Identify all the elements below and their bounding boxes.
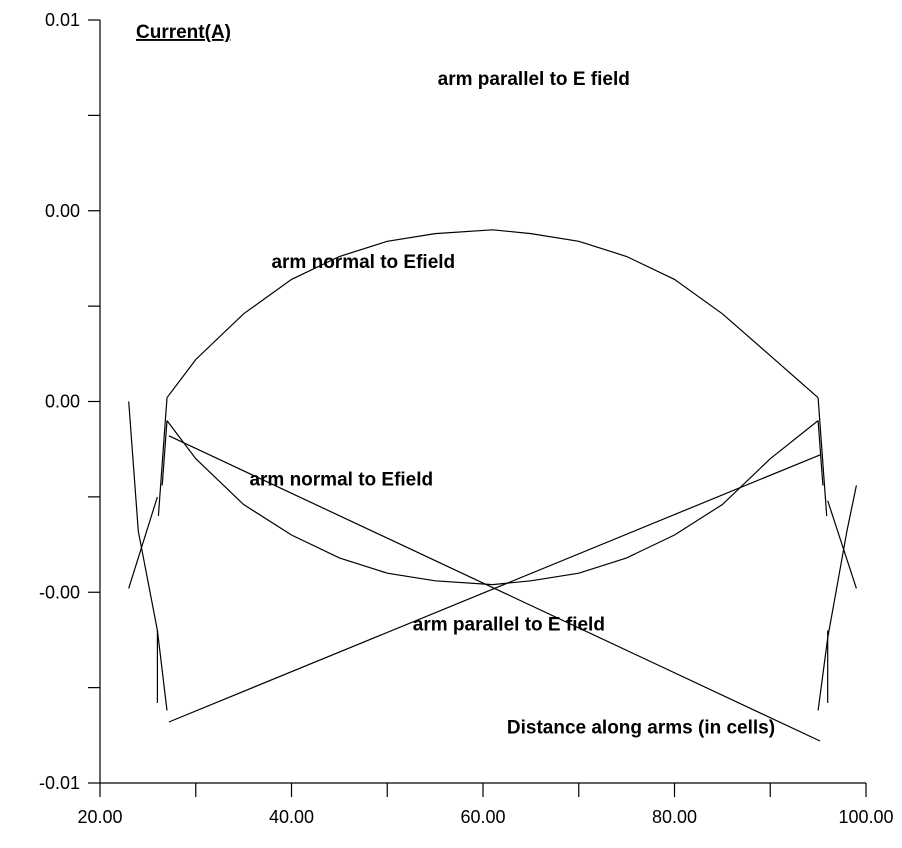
y-tick-label: 0.00 bbox=[45, 201, 80, 221]
series-line-14 bbox=[817, 485, 857, 711]
series-line-12 bbox=[817, 420, 824, 486]
x-tick-label: 80.00 bbox=[652, 807, 697, 827]
x-tick-label: 60.00 bbox=[460, 807, 505, 827]
annotations-layer: arm parallel to E field arm normal to Efi… bbox=[249, 69, 775, 739]
series-line-7 bbox=[161, 420, 168, 486]
axes-layer: -0.01 -0.00 0.00 0.00 0.01 20.00 40.00 60.00 80.… bbox=[39, 10, 894, 827]
x-tick-label: 40.00 bbox=[269, 807, 314, 827]
series-line-1 bbox=[166, 229, 819, 399]
y-tick-label: 0.00 bbox=[45, 392, 80, 412]
y-tick-label: -0.01 bbox=[39, 773, 80, 793]
series-line-2 bbox=[166, 420, 819, 586]
y-tick-label: 0.01 bbox=[45, 10, 80, 30]
y-tick-label: -0.00 bbox=[39, 582, 80, 602]
annotation-2: arm normal to Efield bbox=[271, 252, 455, 273]
series-line-5 bbox=[157, 397, 168, 517]
series-line-9 bbox=[128, 401, 168, 711]
y-axis-label: Current(A) bbox=[136, 22, 231, 43]
annotation-4: arm parallel to E field bbox=[413, 614, 605, 635]
series-line-11 bbox=[827, 500, 857, 589]
series-line-6 bbox=[128, 496, 158, 589]
series-line-4 bbox=[168, 454, 821, 723]
series-line-10 bbox=[817, 397, 828, 517]
x-tick-label: 100.00 bbox=[838, 807, 893, 827]
annotation-1: arm parallel to E field bbox=[438, 69, 630, 90]
series-layer bbox=[128, 229, 857, 742]
annotation-3: arm normal to Efield bbox=[249, 469, 433, 490]
x-tick-label: 20.00 bbox=[77, 807, 122, 827]
annotation-5: Distance along arms (in cells) bbox=[507, 717, 775, 738]
